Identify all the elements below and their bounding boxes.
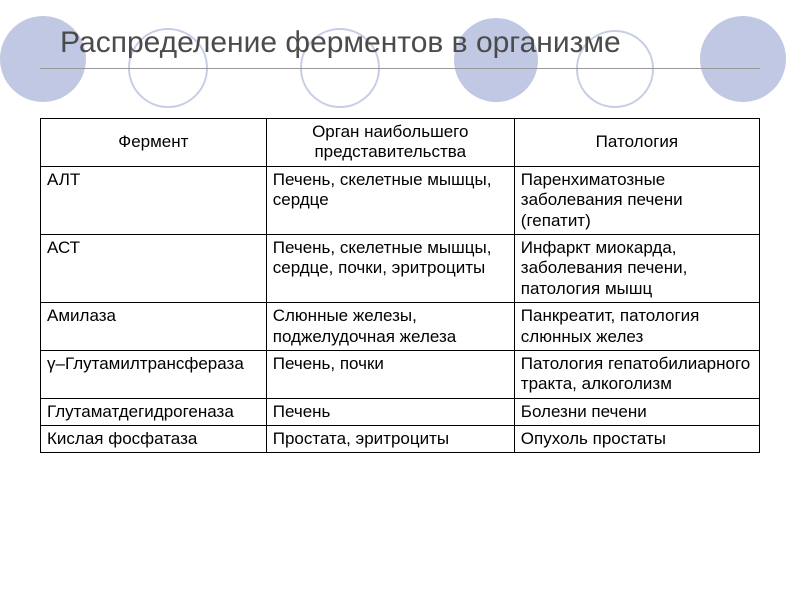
table-cell: Патология гепатобилиарного тракта, алког… <box>514 350 759 398</box>
table-row: ГлутаматдегидрогеназаПеченьБолезни печен… <box>41 398 760 425</box>
table-cell: Печень, почки <box>266 350 514 398</box>
col-header-enzyme: Фермент <box>41 119 267 167</box>
table-cell: Печень <box>266 398 514 425</box>
table-cell: Слюнные железы, поджелудочная железа <box>266 303 514 351</box>
decor-circles <box>0 0 800 120</box>
table-row: АСТПечень, скелетные мышцы, сердце, почк… <box>41 234 760 302</box>
table-row: АмилазаСлюнные железы, поджелудочная жел… <box>41 303 760 351</box>
decor-circle <box>700 16 786 102</box>
table-cell: Болезни печени <box>514 398 759 425</box>
table-body: АЛТПечень, скелетные мышцы, сердцеПаренх… <box>41 166 760 453</box>
table-cell: Кислая фосфатаза <box>41 426 267 453</box>
table-cell: АЛТ <box>41 166 267 234</box>
table-row: Кислая фосфатазаПростата, эритроцитыОпух… <box>41 426 760 453</box>
table-cell: Паренхиматозные заболевания печени (гепа… <box>514 166 759 234</box>
col-header-pathology: Патология <box>514 119 759 167</box>
table-cell: Печень, скелетные мышцы, сердце, почки, … <box>266 234 514 302</box>
table-cell: Опухоль простаты <box>514 426 759 453</box>
title-underline <box>40 68 760 69</box>
table-cell: Простата, эритроциты <box>266 426 514 453</box>
table-row: γ–ГлутамилтрансферазаПечень, почкиПатоло… <box>41 350 760 398</box>
table-cell: Печень, скелетные мышцы, сердце <box>266 166 514 234</box>
page-title: Распределение ферментов в организме <box>60 26 621 59</box>
enzyme-table: Фермент Орган наибольшего представительс… <box>40 118 760 453</box>
table-cell: АСТ <box>41 234 267 302</box>
table-header-row: Фермент Орган наибольшего представительс… <box>41 119 760 167</box>
table-cell: Амилаза <box>41 303 267 351</box>
table-cell: Панкреатит, патология слюнных желез <box>514 303 759 351</box>
col-header-organ: Орган наибольшего представительства <box>266 119 514 167</box>
table-cell: γ–Глутамилтрансфераза <box>41 350 267 398</box>
table-cell: Глутаматдегидрогеназа <box>41 398 267 425</box>
table-cell: Инфаркт миокарда, заболевания печени, па… <box>514 234 759 302</box>
table-row: АЛТПечень, скелетные мышцы, сердцеПаренх… <box>41 166 760 234</box>
